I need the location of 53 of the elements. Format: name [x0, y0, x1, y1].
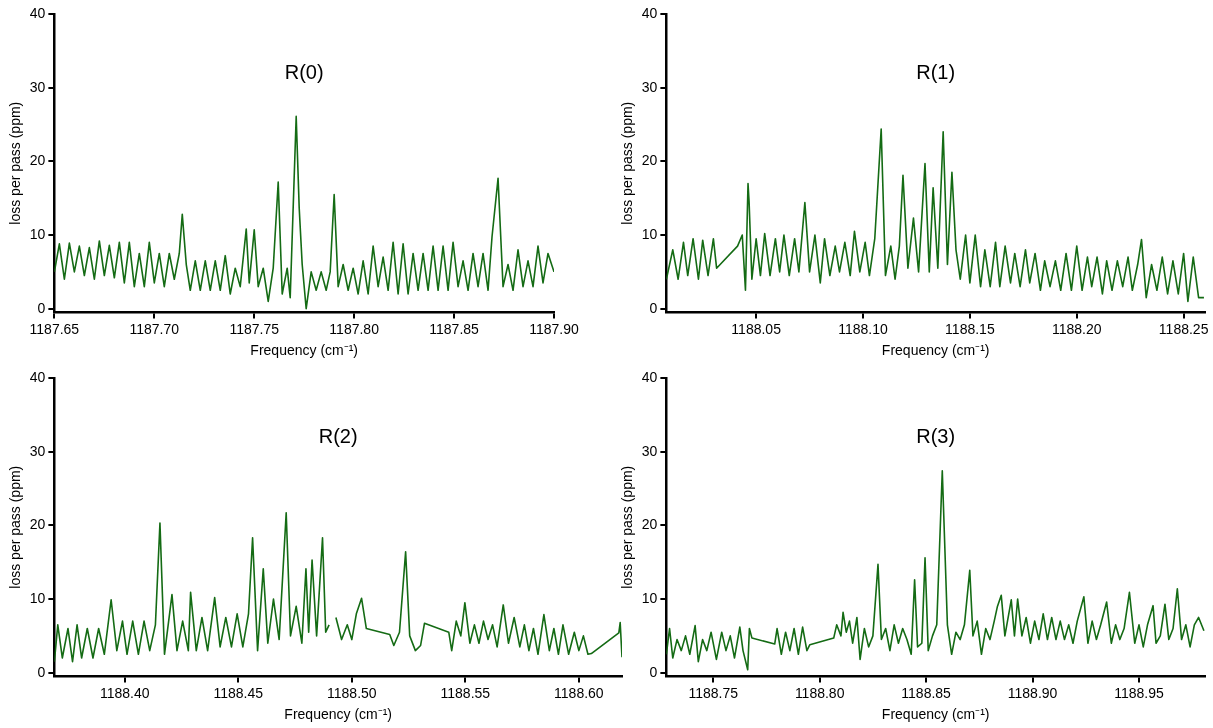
x-axis-title: Frequency (cm⁻¹) — [881, 342, 990, 359]
y-tick-label: 40 — [29, 4, 46, 21]
x-tick-label: 1188.45 — [213, 684, 264, 701]
y-axis-title: loss per pass (ppm) — [7, 465, 24, 589]
y-tick-label: 30 — [29, 78, 46, 95]
x-axis-title: Frequency (cm⁻¹) — [250, 342, 359, 359]
y-tick-label: 20 — [641, 152, 658, 169]
y-tick-label: 30 — [641, 78, 658, 95]
x-tick-label: 1187.75 — [229, 320, 280, 337]
x-tick-label: 1188.50 — [327, 684, 377, 701]
x-tick-label: 1188.15 — [945, 320, 995, 337]
text: R(1) — [916, 61, 956, 84]
y-tick-label: 0 — [649, 663, 658, 680]
y-tick-label: 40 — [641, 368, 658, 385]
x-tick-label: 1188.05 — [731, 320, 782, 337]
y-tick-label: 30 — [29, 442, 46, 459]
y-tick-label: 20 — [29, 516, 46, 533]
x-axis-title: Frequency (cm⁻¹) — [881, 706, 990, 723]
x-tick-label: 1187.85 — [429, 320, 480, 337]
x-tick-label: 1188.80 — [794, 684, 845, 701]
text: R(3) — [916, 425, 956, 448]
x-tick-label: 1187.70 — [129, 320, 180, 337]
y-axis-title: loss per pass (ppm) — [619, 465, 636, 589]
y-tick-label: 20 — [641, 516, 658, 533]
y-tick-label: 20 — [29, 152, 46, 169]
x-tick-label: 1187.80 — [329, 320, 380, 337]
x-tick-label: 1187.90 — [529, 320, 579, 337]
x-tick-label: 1188.60 — [554, 684, 604, 701]
y-axis-title: loss per pass (ppm) — [619, 101, 636, 225]
y-tick-label: 30 — [641, 442, 658, 459]
y-tick-label: 10 — [29, 225, 46, 242]
x-tick-label: 1188.40 — [99, 684, 150, 701]
x-tick-label: 1188.10 — [838, 320, 889, 337]
x-tick-label: 1188.25 — [1158, 320, 1209, 337]
x-tick-label: 1187.65 — [29, 320, 80, 337]
y-tick-label: 0 — [649, 299, 658, 316]
y-tick-label: 40 — [29, 368, 46, 385]
x-axis-title: Frequency (cm⁻¹) — [284, 706, 393, 723]
x-tick-label: 1188.55 — [440, 684, 491, 701]
y-tick-label: 10 — [29, 589, 46, 606]
y-tick-label: 10 — [641, 589, 658, 606]
x-tick-label: 1188.20 — [1051, 320, 1102, 337]
y-tick-label: 40 — [641, 4, 658, 21]
x-tick-label: 1188.75 — [688, 684, 739, 701]
y-tick-label: 0 — [37, 663, 46, 680]
text: R(0) — [284, 61, 324, 84]
x-tick-label: 1188.90 — [1007, 684, 1058, 701]
y-tick-label: 10 — [641, 225, 658, 242]
text: R(2) — [318, 425, 358, 448]
y-axis-title: loss per pass (ppm) — [7, 101, 24, 225]
y-tick-label: 0 — [37, 299, 46, 316]
x-tick-label: 1188.95 — [1114, 684, 1164, 701]
x-tick-label: 1188.85 — [901, 684, 952, 701]
